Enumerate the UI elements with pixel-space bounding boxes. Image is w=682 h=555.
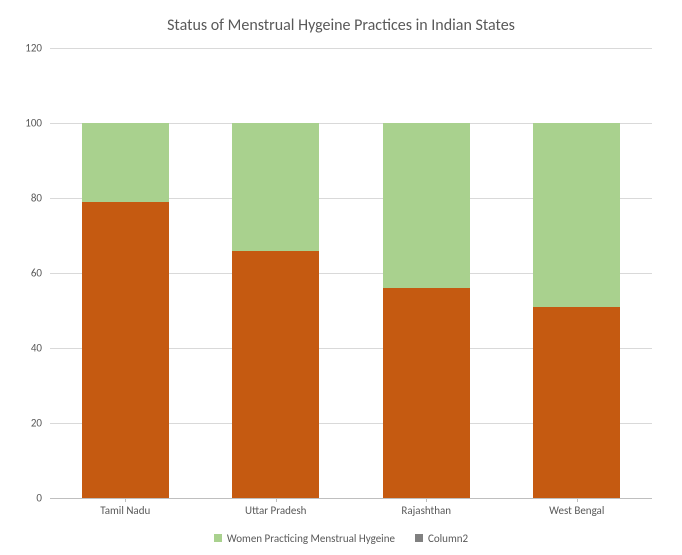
chart-container: Status of Menstrual Hygeine Practices in… [0,0,682,555]
legend-swatch [415,534,423,542]
bar-segment-series1 [232,251,319,499]
bar-slot [533,48,620,498]
y-tick-label: 60 [8,267,42,280]
y-tick-label: 120 [8,42,42,55]
x-tick-mark [125,498,126,502]
bar-segment-series1 [533,307,620,498]
legend-swatch [214,534,222,542]
bar-slot [383,48,470,498]
x-tick-mark [577,498,578,502]
x-tick-label: Uttar Pradesh [245,504,306,517]
bar-slot [232,48,319,498]
bar-segment-series1 [82,202,169,498]
bar-slot [82,48,169,498]
x-tick-label: West Bengal [549,504,604,517]
bar-segment-series2 [383,123,470,288]
legend: Women Practicing Menstrual Hygeine Column… [0,532,682,546]
x-tick-mark [426,498,427,502]
legend-label: Women Practicing Menstrual Hygeine [227,532,395,545]
y-tick-label: 0 [8,492,42,505]
bar-segment-series1 [383,288,470,498]
x-tick-mark [276,498,277,502]
y-tick-label: 100 [8,117,42,130]
x-tick-label: Tamil Nadu [100,504,150,517]
legend-label: Column2 [428,532,468,545]
bar-segment-series2 [232,123,319,251]
x-tick-label: Rajashthan [401,504,451,517]
plot-area: 020406080100120Tamil NaduUttar PradeshRa… [50,48,652,498]
chart-title: Status of Menstrual Hygeine Practices in… [0,16,682,35]
legend-item: Column2 [415,532,468,545]
y-tick-label: 80 [8,192,42,205]
bar-segment-series2 [82,123,169,202]
gridline [50,498,652,499]
y-tick-label: 20 [8,417,42,430]
y-tick-label: 40 [8,342,42,355]
bar-segment-series2 [533,123,620,307]
legend-item: Women Practicing Menstrual Hygeine [214,532,395,545]
